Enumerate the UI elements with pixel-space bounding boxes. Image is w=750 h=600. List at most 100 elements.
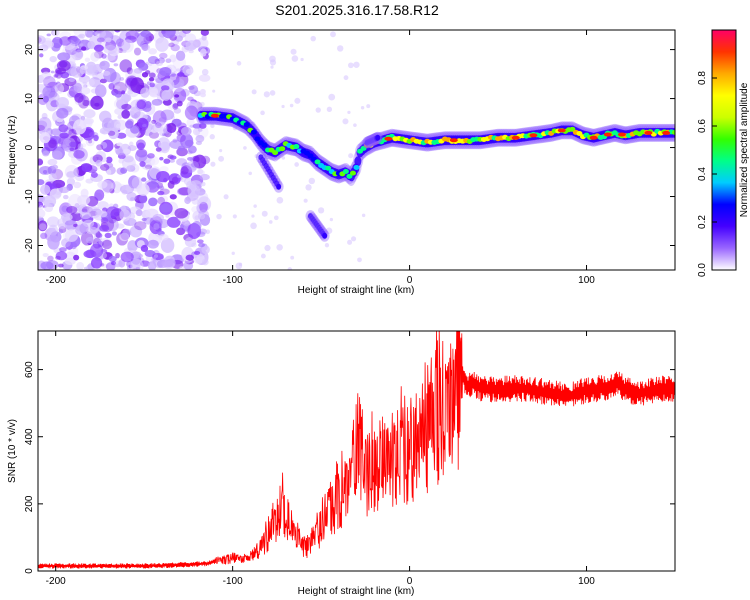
noise-speckle-sparse [232,214,237,219]
noise-speckle [40,184,51,195]
noise-speckle [186,118,195,128]
colorbar-tick-label: 0.0 [697,263,708,277]
figure-title: S201.2025.316.17.58.R12 [275,2,439,18]
noise-speckle [83,117,94,125]
noise-speckle [129,110,135,116]
noise-speckle [41,71,52,80]
noise-speckle [99,127,110,135]
noise-speckle [56,107,69,119]
spectrogram-y-tick-label: -20 [24,238,35,253]
noise-speckle [75,48,82,53]
noise-speckle [106,169,112,176]
noise-speckle [89,243,104,258]
spectrogram-x-ticks: -200 -100 0 100 [46,30,595,286]
noise-speckle [160,203,172,213]
noise-speckle [93,232,103,243]
noise-speckle [159,141,170,154]
noise-speckle-sparse [209,134,215,140]
ridge-hotspot [603,132,612,137]
noise-speckle-sparse [281,156,286,160]
snr-x-tick-label: -200 [46,576,66,587]
noise-speckle-sparse [201,181,206,187]
noise-speckle [155,121,168,135]
noise-speckle [143,217,155,225]
noise-speckle [95,30,107,38]
ridge-core [272,150,279,156]
noise-speckle [90,171,98,178]
noise-speckle [175,50,186,62]
noise-speckle [189,84,199,95]
noise-speckle [184,221,189,227]
noise-speckle [38,116,52,133]
noise-speckle [133,47,142,56]
noise-speckle [107,130,116,136]
noise-speckle [59,132,69,139]
ridge-core [672,129,675,135]
noise-speckle [93,44,104,52]
noise-speckle-sparse [350,236,357,242]
noise-speckle [141,177,147,182]
noise-speckle [119,209,131,222]
noise-speckle-sparse [290,48,297,55]
noise-speckle-sparse [263,91,270,98]
noise-speckle [94,84,107,98]
noise-speckle-sparse [216,213,222,220]
noise-speckle [87,206,101,219]
noise-speckle [51,164,59,170]
noise-speckle [195,141,202,146]
noise-speckle [119,184,134,194]
noise-speckle [99,163,110,171]
noise-speckle [73,82,82,93]
noise-speckle [198,74,211,82]
noise-speckle [129,225,143,238]
noise-speckle [84,57,91,62]
noise-speckle [80,115,86,121]
colorbar-tick-label: 0.2 [697,215,708,229]
noise-speckle [170,44,180,52]
noise-speckle [69,141,77,148]
spectrogram-frame [37,29,676,271]
spectrogram-x-tick-label: 0 [407,275,413,286]
noise-speckle [59,247,67,253]
noise-speckle [192,128,201,136]
noise-speckle [114,90,123,98]
noise-speckle [38,179,45,186]
noise-speckle [70,241,77,250]
noise-speckle [161,259,174,268]
noise-speckle [151,257,157,262]
spectrogram-y-ticks: 20 10 0 -10 -20 [24,44,675,253]
noise-speckle [74,202,80,209]
noise-speckle-sparse [357,257,362,263]
noise-speckle-sparse [329,217,334,222]
noise-speckle [148,197,158,207]
noise-speckle [114,85,121,90]
noise-speckle [187,184,201,198]
noise-speckle [176,174,182,178]
noise-speckle [47,255,54,262]
noise-speckle [123,148,131,154]
noise-speckle [185,254,194,261]
noise-speckle-sparse [261,210,268,217]
noise-speckle [134,32,141,37]
noise-speckle [42,150,50,157]
noise-speckle [108,82,115,90]
noise-speckle [121,90,126,95]
snr-y-tick-label: 400 [24,428,35,445]
noise-speckle [121,103,132,111]
noise-speckle [149,88,159,96]
noise-speckle-sparse [300,57,304,62]
noise-speckle [163,158,171,164]
noise-speckle [123,155,134,163]
noise-speckle [85,61,97,74]
snr-x-tick-label: 0 [407,576,413,587]
noise-speckle-sparse [343,75,349,81]
noise-speckle [126,165,136,172]
noise-speckle [54,83,65,94]
noise-speckle-sparse [276,196,284,204]
noise-speckle-sparse [324,243,330,248]
noise-speckle [130,77,145,94]
noise-speckle-sparse [264,244,271,252]
noise-speckle [81,143,87,148]
noise-speckle [99,224,110,232]
